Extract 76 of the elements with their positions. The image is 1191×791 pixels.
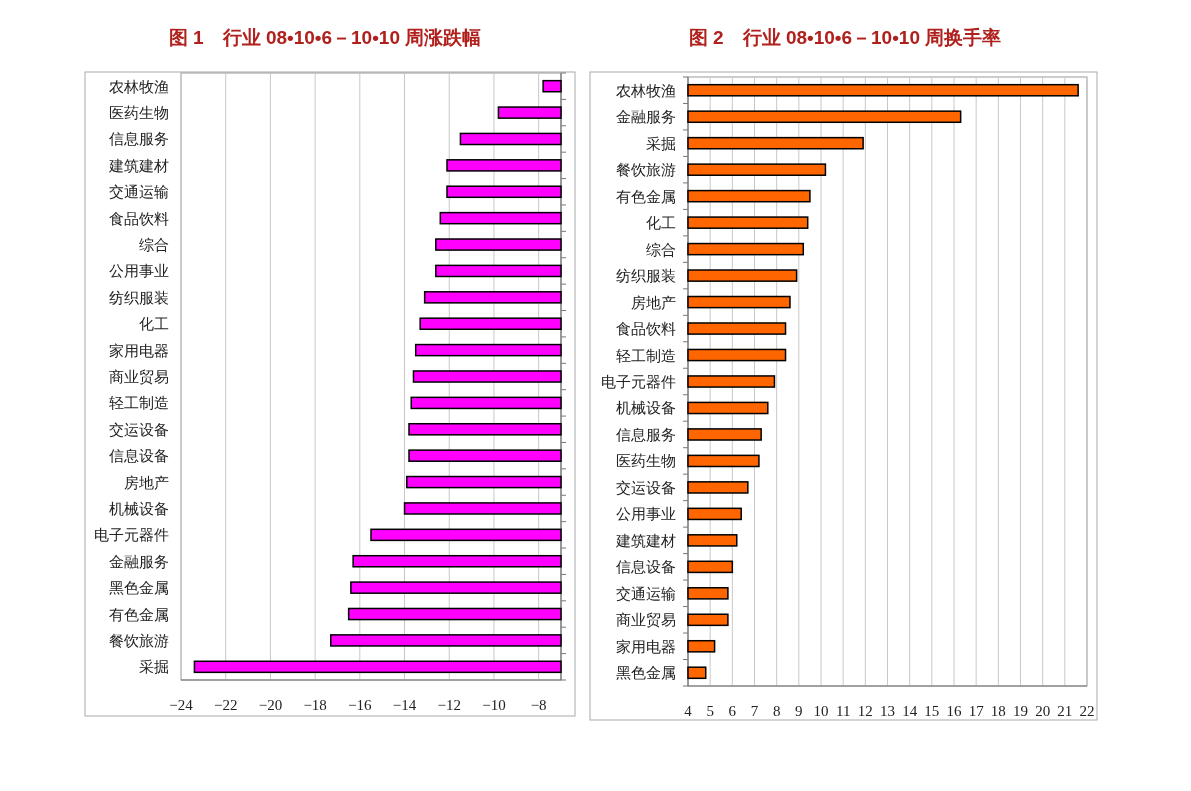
y-tick-label: 交通运输 (109, 184, 169, 201)
y-tick-label: 综合 (646, 241, 676, 258)
x-tick-label: 18 (990, 703, 1006, 719)
y-tick-label: 机械设备 (616, 400, 676, 417)
x-tick-label: −18 (303, 697, 327, 713)
y-tick-label: 公用事业 (109, 263, 169, 280)
x-tick-label: −20 (258, 697, 283, 713)
x-tick-label: 21 (1057, 703, 1073, 719)
y-tick-label: 机械设备 (109, 500, 169, 517)
y-tick-label: 交运设备 (616, 479, 676, 496)
y-tick-label: 信息服务 (616, 426, 676, 443)
chart-title: 图 2 行业 08•10•6－10•10 周换手率 (688, 27, 1002, 48)
x-tick-label: −24 (169, 697, 194, 713)
y-tick-label: 轻工制造 (109, 395, 169, 412)
y-tick-label: 综合 (139, 237, 169, 254)
x-tick-label: −14 (392, 697, 417, 713)
y-tick-label: 餐饮旅游 (109, 632, 169, 649)
x-tick-label: −16 (348, 697, 373, 713)
x-tick-label: 10 (813, 703, 829, 719)
x-tick-label: 20 (1035, 703, 1051, 719)
y-tick-label: 建筑建材 (615, 532, 676, 549)
x-tick-label: −10 (482, 697, 506, 713)
y-tick-label: 有色金属 (616, 188, 676, 205)
y-tick-label: 商业贸易 (109, 369, 169, 385)
y-tick-label: 黑色金属 (616, 665, 676, 682)
x-tick-label: 9 (795, 703, 803, 719)
x-tick-label: 4 (684, 703, 693, 719)
x-tick-label: −12 (437, 697, 461, 713)
x-tick-label: 6 (728, 703, 737, 719)
y-tick-label: 电子元器件 (94, 527, 169, 544)
y-tick-label: 金融服务 (616, 109, 676, 126)
x-tick-label: 5 (706, 703, 714, 719)
x-tick-label: −22 (213, 697, 238, 713)
y-tick-label: 信息设备 (616, 559, 676, 576)
y-tick-label: 化工 (139, 316, 169, 333)
y-tick-label: 餐饮旅游 (616, 162, 676, 179)
y-tick-label: 公用事业 (616, 506, 676, 523)
chart-title: 图 1 行业 08•10•6－10•10 周涨跌幅 (168, 27, 482, 48)
y-tick-label: 房地产 (124, 474, 169, 491)
y-tick-label: 采掘 (646, 135, 676, 152)
y-tick-label: 电子元器件 (601, 374, 676, 390)
x-tick-label: −8 (530, 697, 547, 713)
y-tick-label: 黑色金属 (109, 580, 169, 597)
y-tick-label: 轻工制造 (616, 347, 676, 364)
y-tick-label: 交通运输 (616, 585, 676, 602)
x-tick-label: 11 (835, 703, 851, 719)
x-tick-label: 7 (750, 703, 759, 719)
y-tick-label: 家用电器 (616, 638, 676, 655)
x-tick-label: 12 (857, 703, 873, 719)
y-tick-label: 商业贸易 (616, 612, 676, 629)
x-tick-label: 15 (924, 703, 940, 719)
y-tick-label: 信息设备 (109, 448, 169, 465)
y-tick-label: 农林牧渔 (109, 78, 169, 95)
x-tick-label: 13 (880, 703, 895, 719)
y-tick-label: 建筑建材 (108, 157, 169, 174)
x-tick-label: 17 (968, 703, 985, 719)
y-tick-label: 医药生物 (109, 105, 169, 122)
y-tick-label: 房地产 (631, 294, 676, 311)
y-tick-label: 化工 (646, 215, 676, 232)
y-tick-label: 采掘 (139, 659, 169, 676)
y-tick-label: 家用电器 (109, 342, 169, 359)
y-tick-label: 食品饮料 (109, 210, 169, 227)
x-tick-label: 8 (772, 703, 781, 719)
y-tick-label: 纺织服装 (109, 289, 169, 306)
x-tick-label: 14 (902, 703, 918, 719)
y-tick-label: 农林牧渔 (616, 82, 676, 99)
x-tick-label: 19 (1013, 703, 1028, 719)
y-tick-label: 金融服务 (109, 553, 169, 570)
x-tick-label: 22 (1079, 703, 1095, 719)
x-tick-label: 16 (946, 703, 962, 719)
y-tick-label: 信息服务 (109, 131, 169, 148)
y-tick-label: 纺织服装 (616, 268, 676, 285)
y-tick-label: 交运设备 (109, 421, 169, 438)
y-tick-label: 医药生物 (616, 453, 676, 470)
y-tick-label: 有色金属 (109, 606, 169, 623)
y-tick-label: 食品饮料 (616, 321, 676, 338)
